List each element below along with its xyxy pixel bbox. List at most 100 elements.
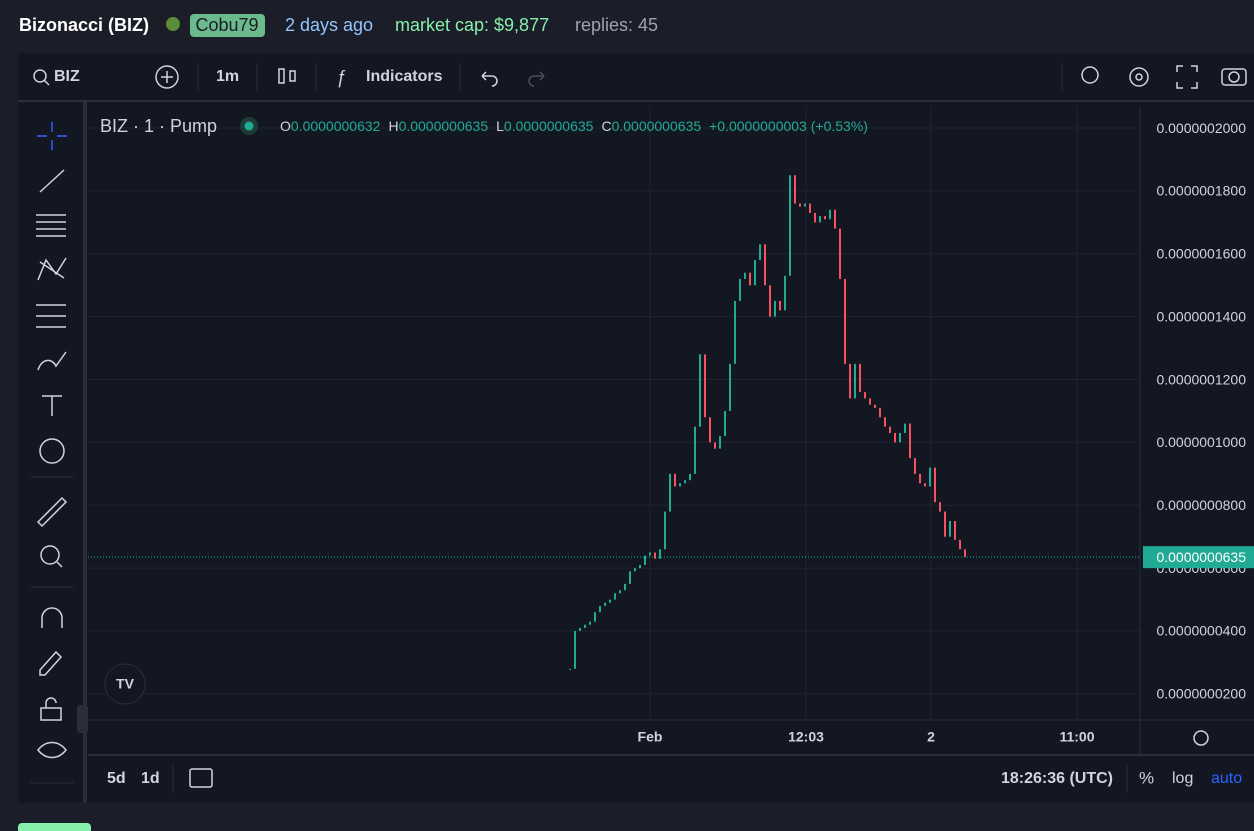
lock-draw-tool[interactable] (39, 650, 63, 676)
fx-icon[interactable]: ƒ (336, 67, 346, 87)
creator-pill[interactable] (190, 14, 265, 37)
candle (649, 552, 651, 556)
range-button[interactable]: 5d (107, 770, 126, 787)
ohlc-key: O (280, 118, 291, 134)
fib-tool[interactable] (36, 214, 66, 237)
creator[interactable]: Cobu79 (195, 15, 258, 35)
candle (914, 458, 916, 474)
candle (884, 417, 886, 427)
magnet-tool[interactable] (41, 607, 63, 628)
tv-logo: TV (116, 676, 135, 692)
auto-toggle[interactable]: auto (1211, 770, 1242, 787)
camera-icon (1228, 71, 1240, 83)
candle (844, 278, 846, 364)
candle (784, 275, 786, 311)
pattern-tool[interactable] (37, 257, 67, 281)
crosshair-tool[interactable] (37, 122, 67, 150)
indicators[interactable]: Indicators (366, 68, 443, 85)
candle (699, 354, 701, 427)
redo-icon[interactable] (528, 71, 545, 87)
range-button[interactable]: 1d (141, 770, 160, 787)
candle (634, 568, 636, 572)
candle (669, 473, 671, 512)
fullscreen-icon[interactable] (1176, 65, 1198, 89)
candle (609, 599, 611, 603)
symbol[interactable]: BIZ (54, 68, 80, 85)
candle (594, 612, 596, 622)
log-toggle[interactable]: log (1172, 770, 1193, 787)
candle (879, 407, 881, 418)
chart-container (18, 53, 1254, 803)
candle (759, 244, 761, 261)
candle (919, 473, 921, 484)
interval[interactable]: 1m (216, 68, 239, 85)
goto-date[interactable] (189, 768, 213, 788)
ohlc: O0.0000000632 H0.0000000635 L0.0000000635 C… (280, 118, 868, 134)
candle (569, 668, 571, 670)
candle (739, 278, 741, 301)
alert-icon[interactable] (1081, 66, 1099, 84)
y-tick-label: 0.0000001600 (1156, 246, 1246, 262)
candle (614, 593, 616, 600)
line-tool[interactable] (39, 169, 65, 193)
collapse-toggle[interactable] (77, 705, 88, 733)
candles-icon[interactable] (278, 68, 285, 84)
status-dot (244, 121, 254, 131)
axis-settings[interactable] (1193, 730, 1209, 746)
ranges: 5d 1d (107, 770, 160, 787)
emoji-tool[interactable] (39, 438, 65, 464)
undo-icon[interactable] (481, 71, 498, 87)
settings-icon (1135, 73, 1143, 81)
brush-tool[interactable] (37, 351, 67, 371)
token-name[interactable]: Bizonacci (BIZ) (19, 15, 149, 35)
candle (589, 621, 591, 625)
candle (774, 300, 776, 317)
candle (924, 483, 926, 487)
candle (814, 212, 816, 223)
visibility-tool[interactable] (37, 741, 67, 759)
candle (574, 631, 576, 669)
candle (604, 602, 606, 606)
text-tool[interactable] (42, 395, 62, 416)
candle (749, 272, 751, 286)
y-tick-label: 0.0000001800 (1156, 183, 1246, 199)
candle (804, 203, 806, 207)
y-tick-label: 0.0000000400 (1156, 623, 1246, 639)
ohlc-key: L (496, 118, 504, 134)
candle (659, 549, 661, 559)
candle (959, 539, 961, 550)
camera-icon[interactable] (1221, 68, 1247, 86)
ohlc-value: 0.0000000632 (291, 118, 381, 134)
search-icon (43, 79, 50, 86)
zoom-tool[interactable] (40, 545, 60, 565)
candle (864, 392, 866, 399)
button[interactable] (18, 823, 91, 831)
candle (679, 483, 681, 487)
lock-tool (45, 697, 57, 708)
candle (849, 363, 851, 399)
candle (629, 571, 631, 584)
prediction-tool[interactable] (36, 304, 66, 328)
candle (754, 260, 756, 286)
lock-tool[interactable] (40, 707, 62, 721)
candle (869, 398, 871, 405)
zoom-tool (56, 561, 63, 568)
settings-icon[interactable] (1129, 67, 1149, 87)
candle (619, 590, 621, 594)
candle (724, 410, 726, 437)
add-icon[interactable] (155, 65, 179, 89)
candle (684, 480, 686, 484)
search-icon[interactable] (33, 69, 47, 83)
tv-logo[interactable] (104, 663, 146, 705)
candle (889, 426, 891, 433)
candle (709, 417, 711, 443)
ohlc-key: C (601, 118, 611, 134)
candle (934, 467, 936, 503)
add-icon (161, 71, 173, 83)
percent-toggle[interactable]: % (1139, 768, 1154, 787)
candle (829, 209, 831, 220)
ruler-tool[interactable] (36, 496, 68, 528)
candles (88, 175, 1140, 670)
